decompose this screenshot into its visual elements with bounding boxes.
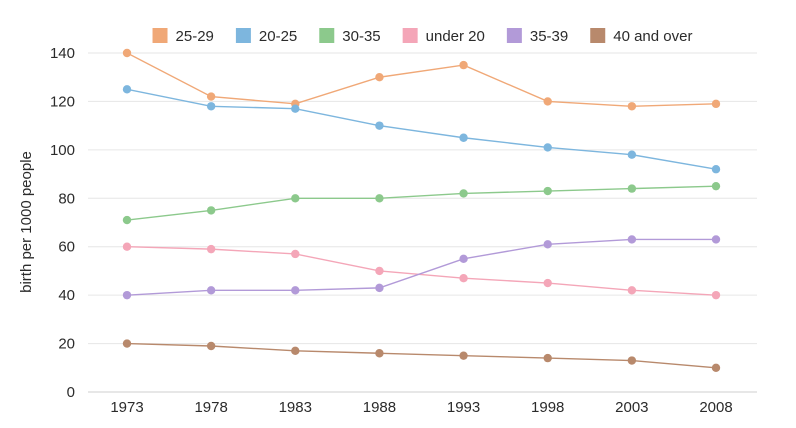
data-point-0-0 <box>122 48 132 58</box>
legend-swatch-2 <box>319 28 335 43</box>
data-point-3-2 <box>291 249 300 259</box>
legend-swatch-5 <box>590 28 606 43</box>
y-tick-label-140: 140 <box>50 45 75 62</box>
legend-label-0: 25-29 <box>176 28 214 45</box>
series-line-2 <box>126 185 717 221</box>
data-point-0-6 <box>627 102 637 111</box>
data-point-3-6 <box>627 286 637 295</box>
data-point-4-6 <box>627 235 637 244</box>
data-point-1-0 <box>122 85 132 94</box>
series-line-1 <box>126 88 717 170</box>
data-point-3-5 <box>543 278 552 288</box>
gridlines <box>88 52 757 393</box>
x-axis-ticks: 1973 1978 1983 1988 1993 1998 2003 2008 <box>110 399 732 416</box>
legend-item-2: 30-35 <box>319 28 381 45</box>
data-point-2-4 <box>459 189 468 198</box>
data-point-4-7 <box>711 235 721 244</box>
legend: 25-29 20-25 30-35 under 20 35-39 40 and over <box>152 28 692 45</box>
y-axis-ticks: 0 20 40 60 80 100 120 140 <box>50 45 75 401</box>
x-tick-label-1988: 1988 <box>363 399 396 416</box>
data-point-4-4 <box>459 254 468 264</box>
data-point-1-6 <box>627 150 637 159</box>
legend-swatch-4 <box>506 28 522 43</box>
data-point-1-7 <box>711 165 721 174</box>
data-point-5-5 <box>543 353 552 363</box>
series-2 <box>122 181 721 225</box>
y-tick-label-120: 120 <box>50 93 75 110</box>
y-tick-label-40: 40 <box>58 287 75 304</box>
data-point-4-0 <box>122 290 132 300</box>
data-point-5-0 <box>122 339 132 348</box>
legend-label-5: 40 and over <box>613 28 692 45</box>
x-tick-label-1993: 1993 <box>447 399 480 416</box>
y-tick-label-100: 100 <box>50 142 75 159</box>
series-line-0 <box>126 52 717 107</box>
data-point-0-4 <box>459 60 468 70</box>
legend-label-1: 20-25 <box>259 28 297 45</box>
data-point-2-5 <box>543 186 552 196</box>
data-point-4-1 <box>206 286 216 295</box>
x-tick-label-1998: 1998 <box>531 399 564 416</box>
data-point-2-2 <box>291 194 300 203</box>
series-layer <box>122 48 721 372</box>
x-tick-label-2008: 2008 <box>699 399 732 416</box>
x-tick-label-1978: 1978 <box>194 399 227 416</box>
series-1 <box>122 85 721 174</box>
data-point-1-4 <box>459 133 468 142</box>
legend-swatch-1 <box>235 28 251 43</box>
legend-swatch-3 <box>402 28 418 43</box>
data-point-3-3 <box>375 266 384 276</box>
data-point-2-1 <box>206 206 216 215</box>
x-tick-label-2003: 2003 <box>615 399 648 416</box>
data-point-3-1 <box>206 244 216 254</box>
data-point-1-3 <box>375 121 384 130</box>
legend-swatch-0 <box>152 28 168 43</box>
legend-label-3: under 20 <box>426 28 485 45</box>
series-5 <box>122 339 721 372</box>
data-point-4-5 <box>543 240 552 249</box>
data-point-2-6 <box>627 184 637 193</box>
data-point-0-5 <box>543 97 552 106</box>
data-point-2-0 <box>122 215 132 225</box>
series-3 <box>122 242 721 300</box>
data-point-2-7 <box>711 181 721 191</box>
data-point-1-1 <box>206 102 216 111</box>
x-tick-label-1983: 1983 <box>279 399 312 416</box>
data-point-4-2 <box>291 286 300 295</box>
y-tick-label-20: 20 <box>58 336 75 353</box>
y-tick-label-80: 80 <box>58 190 75 207</box>
series-line-3 <box>126 246 717 296</box>
data-point-1-5 <box>543 143 552 152</box>
data-point-1-2 <box>291 104 300 113</box>
legend-item-0: 25-29 <box>152 28 214 45</box>
series-line-5 <box>126 342 717 369</box>
series-4 <box>122 235 721 300</box>
legend-item-5: 40 and over <box>590 28 692 45</box>
data-point-0-1 <box>206 92 216 101</box>
y-tick-label-60: 60 <box>58 239 75 256</box>
x-tick-label-1973: 1973 <box>110 399 143 416</box>
legend-item-3: under 20 <box>402 28 485 45</box>
data-point-5-7 <box>711 363 721 372</box>
data-point-3-7 <box>711 290 721 300</box>
data-point-0-7 <box>711 99 721 109</box>
y-tick-label-0: 0 <box>67 384 75 401</box>
data-point-5-4 <box>459 351 468 360</box>
data-point-5-2 <box>291 346 300 356</box>
legend-item-4: 35-39 <box>506 28 568 45</box>
data-point-4-3 <box>375 283 384 293</box>
legend-label-4: 35-39 <box>530 28 568 45</box>
series-line-4 <box>126 238 716 296</box>
legend-item-1: 20-25 <box>235 28 297 45</box>
data-point-0-3 <box>375 73 384 82</box>
data-point-2-3 <box>375 194 384 203</box>
data-point-3-4 <box>459 273 468 283</box>
data-point-5-1 <box>206 341 216 351</box>
y-axis-label: birth per 1000 people <box>18 151 35 293</box>
data-point-5-6 <box>627 356 637 365</box>
data-point-3-0 <box>122 242 132 251</box>
legend-label-2: 30-35 <box>342 28 380 45</box>
data-point-5-3 <box>375 349 384 358</box>
